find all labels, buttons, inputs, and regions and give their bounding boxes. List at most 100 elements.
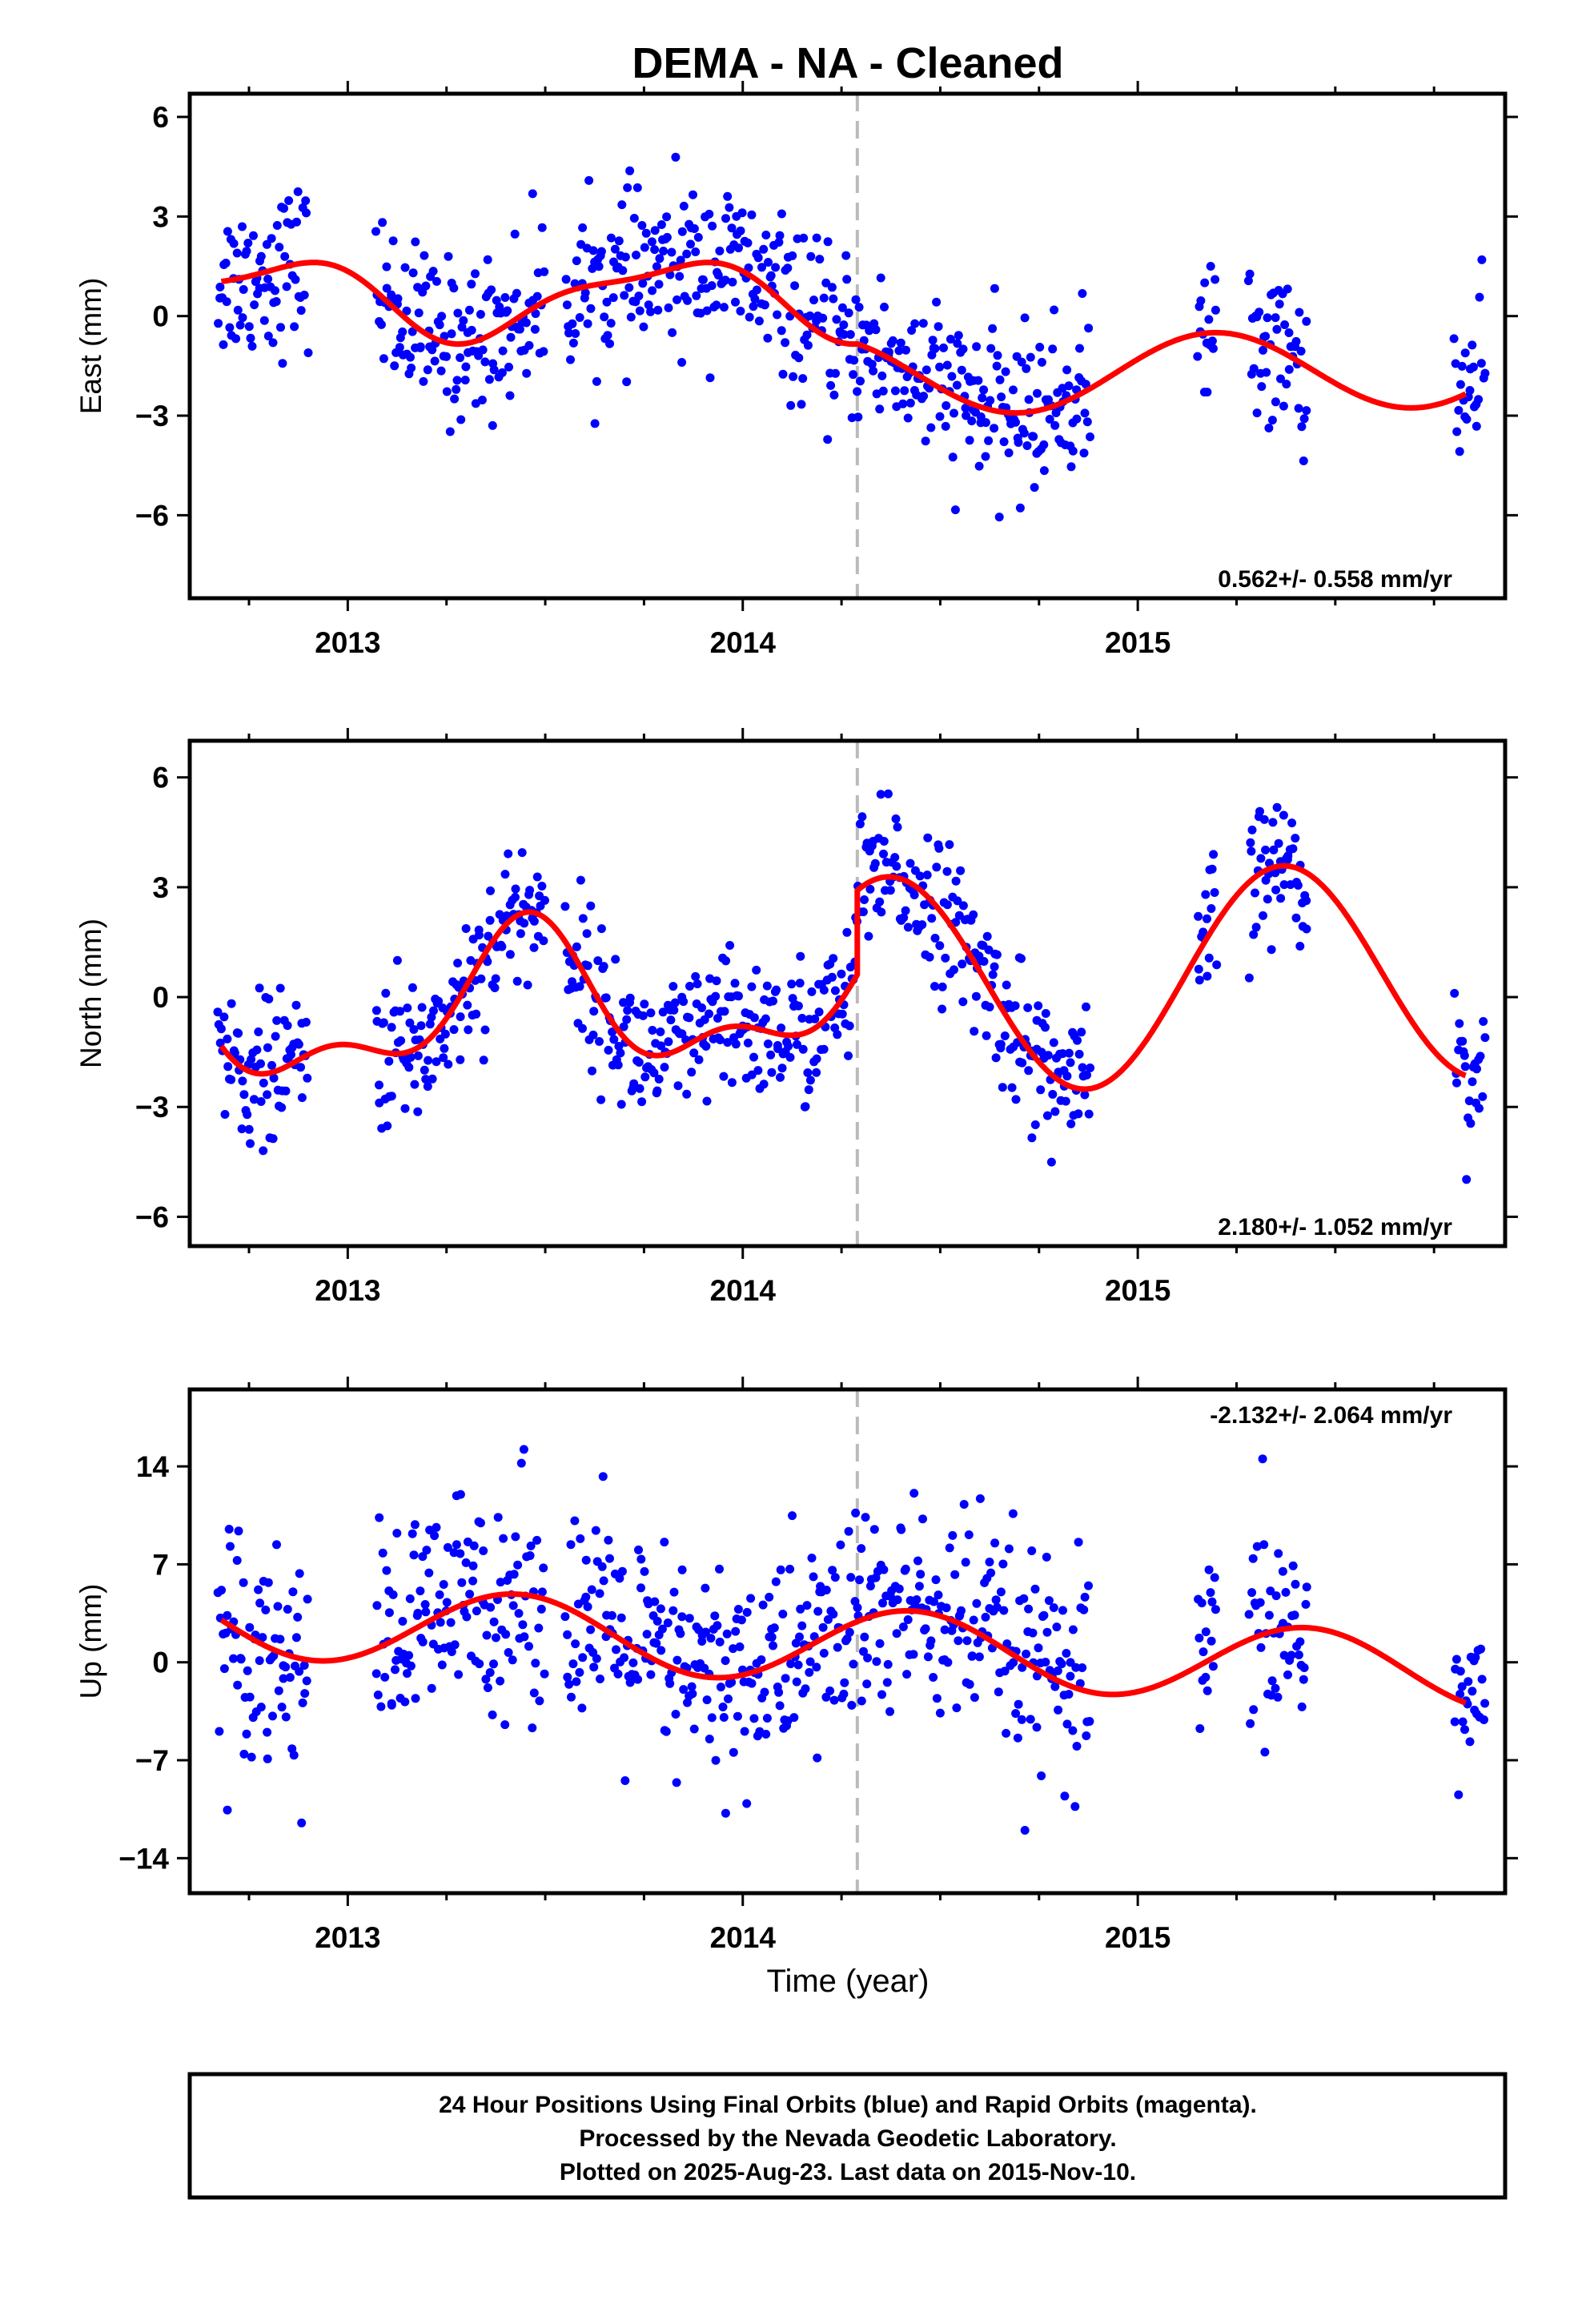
data-point	[763, 333, 773, 343]
data-point	[620, 252, 630, 262]
data-point	[467, 279, 476, 289]
data-point	[1261, 332, 1271, 341]
data-point	[528, 1723, 537, 1733]
data-point	[930, 344, 940, 353]
data-point	[729, 1644, 738, 1654]
data-point	[520, 1632, 529, 1642]
data-point	[1271, 397, 1280, 407]
data-point	[406, 352, 415, 362]
data-point	[689, 1724, 699, 1734]
data-point	[247, 1752, 256, 1762]
data-point	[518, 1620, 528, 1630]
data-point	[731, 297, 740, 307]
data-point	[825, 1686, 835, 1695]
data-point	[410, 1520, 420, 1530]
east-panel: −6 −3 0 3 6 2013 2014 2015 East (mm) 0.562+/- 0.5…	[74, 81, 1518, 659]
data-point	[1299, 456, 1308, 465]
data-point	[568, 338, 578, 348]
data-point	[1018, 1663, 1027, 1672]
data-point	[878, 1598, 887, 1608]
data-point	[234, 1526, 243, 1536]
data-point	[1460, 1051, 1469, 1060]
data-point	[1044, 1596, 1054, 1606]
data-point	[659, 247, 669, 255]
data-point	[727, 1078, 737, 1088]
data-point	[505, 950, 515, 959]
data-point	[796, 1604, 805, 1614]
data-point	[238, 222, 247, 231]
data-point	[1282, 380, 1291, 389]
data-point	[830, 1023, 840, 1032]
data-point	[508, 1601, 518, 1610]
data-point	[687, 1682, 697, 1691]
data-point	[568, 1659, 578, 1669]
data-point	[833, 1642, 842, 1652]
data-point	[1290, 1610, 1299, 1620]
footer-box: 24 Hour Positions Using Final Orbits (bl…	[187, 2072, 1508, 2200]
data-point	[290, 322, 299, 332]
data-point	[781, 1674, 790, 1683]
data-point	[728, 277, 737, 287]
data-point	[1278, 1566, 1287, 1576]
data-point	[283, 1605, 292, 1614]
data-point	[750, 294, 760, 304]
plot-frame	[187, 91, 1508, 601]
data-point	[452, 1540, 461, 1550]
data-point	[417, 1003, 427, 1012]
data-point	[1302, 924, 1311, 934]
data-point	[1026, 352, 1035, 362]
data-point	[979, 957, 989, 966]
data-point	[1266, 1586, 1275, 1596]
data-point	[812, 1068, 821, 1077]
data-point	[629, 1079, 639, 1088]
data-point	[277, 1703, 287, 1712]
data-point	[600, 312, 609, 322]
data-point	[1078, 1663, 1087, 1672]
data-point	[523, 980, 532, 990]
data-point	[875, 1638, 885, 1648]
data-point	[408, 327, 417, 336]
data-point	[430, 1531, 440, 1541]
data-point	[247, 341, 257, 351]
data-point	[256, 1703, 266, 1712]
data-point	[379, 1018, 388, 1027]
data-point	[721, 1808, 730, 1818]
data-point	[243, 1110, 252, 1120]
data-point	[921, 1624, 930, 1634]
data-point	[1206, 1588, 1215, 1598]
data-point	[610, 244, 620, 254]
data-point	[1480, 1715, 1488, 1724]
data-point	[1299, 414, 1309, 424]
data-point	[634, 1058, 644, 1067]
data-point	[439, 1580, 448, 1589]
y-tick-label: 0	[152, 1647, 169, 1679]
data-point	[423, 1082, 432, 1092]
data-point	[477, 396, 487, 404]
data-point	[1001, 367, 1010, 376]
data-point	[1454, 1790, 1464, 1799]
data-point	[705, 1009, 713, 1019]
data-point	[1042, 1111, 1052, 1120]
data-point	[263, 1754, 272, 1763]
data-point	[1468, 1687, 1477, 1696]
data-point	[1302, 406, 1311, 416]
data-point	[499, 1534, 508, 1543]
data-point	[416, 342, 425, 352]
data-point	[1039, 440, 1049, 449]
data-point	[222, 297, 231, 307]
data-point	[829, 1695, 839, 1705]
data-point	[812, 233, 821, 243]
data-point	[769, 1641, 777, 1651]
data-point	[880, 302, 889, 312]
data-point	[1020, 313, 1030, 323]
data-point	[718, 1703, 728, 1711]
data-point	[384, 1608, 394, 1618]
data-point	[736, 307, 745, 316]
data-point	[536, 1604, 546, 1614]
data-point	[902, 1670, 912, 1679]
data-point	[861, 1513, 870, 1522]
data-point	[665, 1679, 675, 1688]
data-point	[483, 255, 492, 264]
data-point	[1208, 1662, 1218, 1671]
data-point	[220, 1110, 230, 1119]
